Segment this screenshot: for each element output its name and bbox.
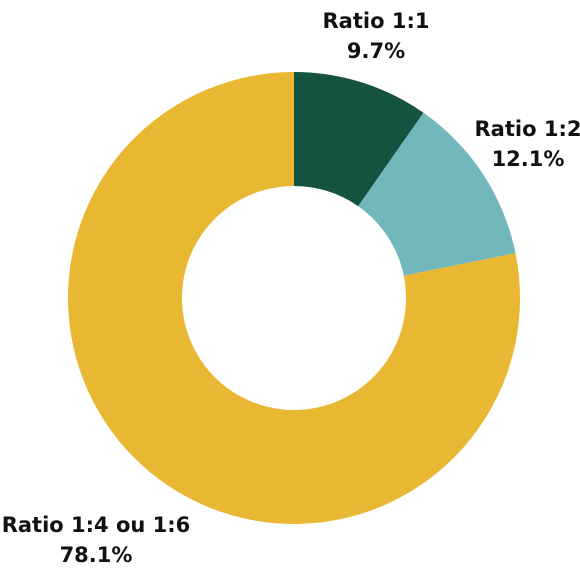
slice-value-label: 12.1% — [492, 147, 565, 171]
donut-slice — [294, 72, 424, 207]
donut-slice — [67, 72, 520, 525]
donut-slice — [358, 112, 516, 276]
slice-label: Ratio 1:1 — [323, 9, 430, 33]
slice-label: Ratio 1:2 — [475, 117, 580, 141]
slice-value-label: 9.7% — [347, 39, 405, 63]
slice-label: Ratio 1:4 ou 1:6 — [2, 513, 191, 537]
slice-value-label: 78.1% — [60, 543, 133, 567]
